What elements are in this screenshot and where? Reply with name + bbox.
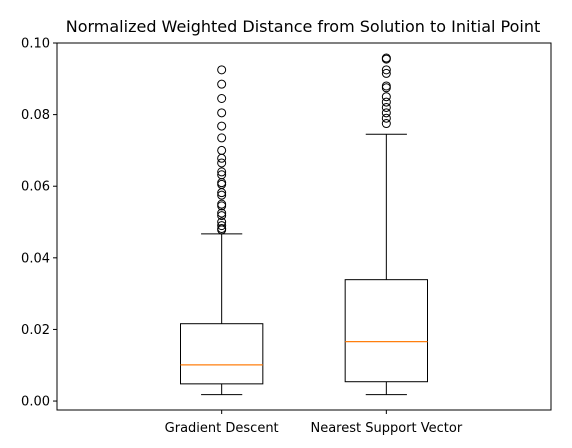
outlier-point	[217, 108, 227, 118]
outlier-point	[381, 102, 391, 112]
outlier-point	[381, 65, 391, 75]
outlier-point	[381, 68, 391, 78]
outlier-point	[217, 179, 227, 189]
outlier-point	[381, 119, 391, 129]
outlier-point	[217, 199, 227, 209]
plot-marks: 0.00 0.02 0.04 0.06 0.08 0.10 Gradient Descent…	[21, 37, 463, 437]
outlier-point	[217, 93, 227, 103]
x-tick-label: Gradient Descent	[165, 421, 279, 436]
iqr-box	[344, 279, 428, 383]
outlier-point	[217, 190, 227, 200]
outlier-point	[217, 158, 227, 168]
outlier-point	[381, 83, 391, 93]
axes-frame	[56, 42, 552, 411]
outlier-point	[217, 79, 227, 89]
y-tick-label: 0.10	[21, 37, 50, 52]
outlier-point	[217, 167, 227, 177]
outlier-point	[217, 201, 227, 211]
y-tick-label: 0.02	[21, 323, 50, 338]
outlier-point	[381, 92, 391, 102]
outlier-point	[217, 121, 227, 131]
outlier-point	[217, 133, 227, 143]
chart-title: Normalized Weighted Distance from Soluti…	[66, 17, 541, 36]
outlier-point	[381, 97, 391, 107]
outlier-point	[217, 153, 227, 163]
outlier-point	[217, 65, 227, 75]
y-tick-label: 0.08	[21, 108, 50, 123]
outlier-point	[217, 145, 227, 155]
outlier-point	[217, 221, 227, 231]
outlier-point	[381, 54, 391, 64]
outlier-point	[381, 113, 391, 123]
y-tick-label: 0.04	[21, 251, 50, 266]
outlier-point	[381, 108, 391, 118]
outlier-point	[217, 211, 227, 221]
outlier-point	[381, 81, 391, 91]
iqr-box	[180, 323, 264, 385]
y-tick-label: 0.06	[21, 180, 50, 195]
outlier-point	[217, 225, 227, 235]
outlier-point	[217, 208, 227, 218]
outlier-point	[217, 178, 227, 188]
x-tick-label: Nearest Support Vector	[310, 421, 462, 436]
outlier-point	[217, 188, 227, 198]
y-tick-label: 0.00	[21, 395, 50, 410]
